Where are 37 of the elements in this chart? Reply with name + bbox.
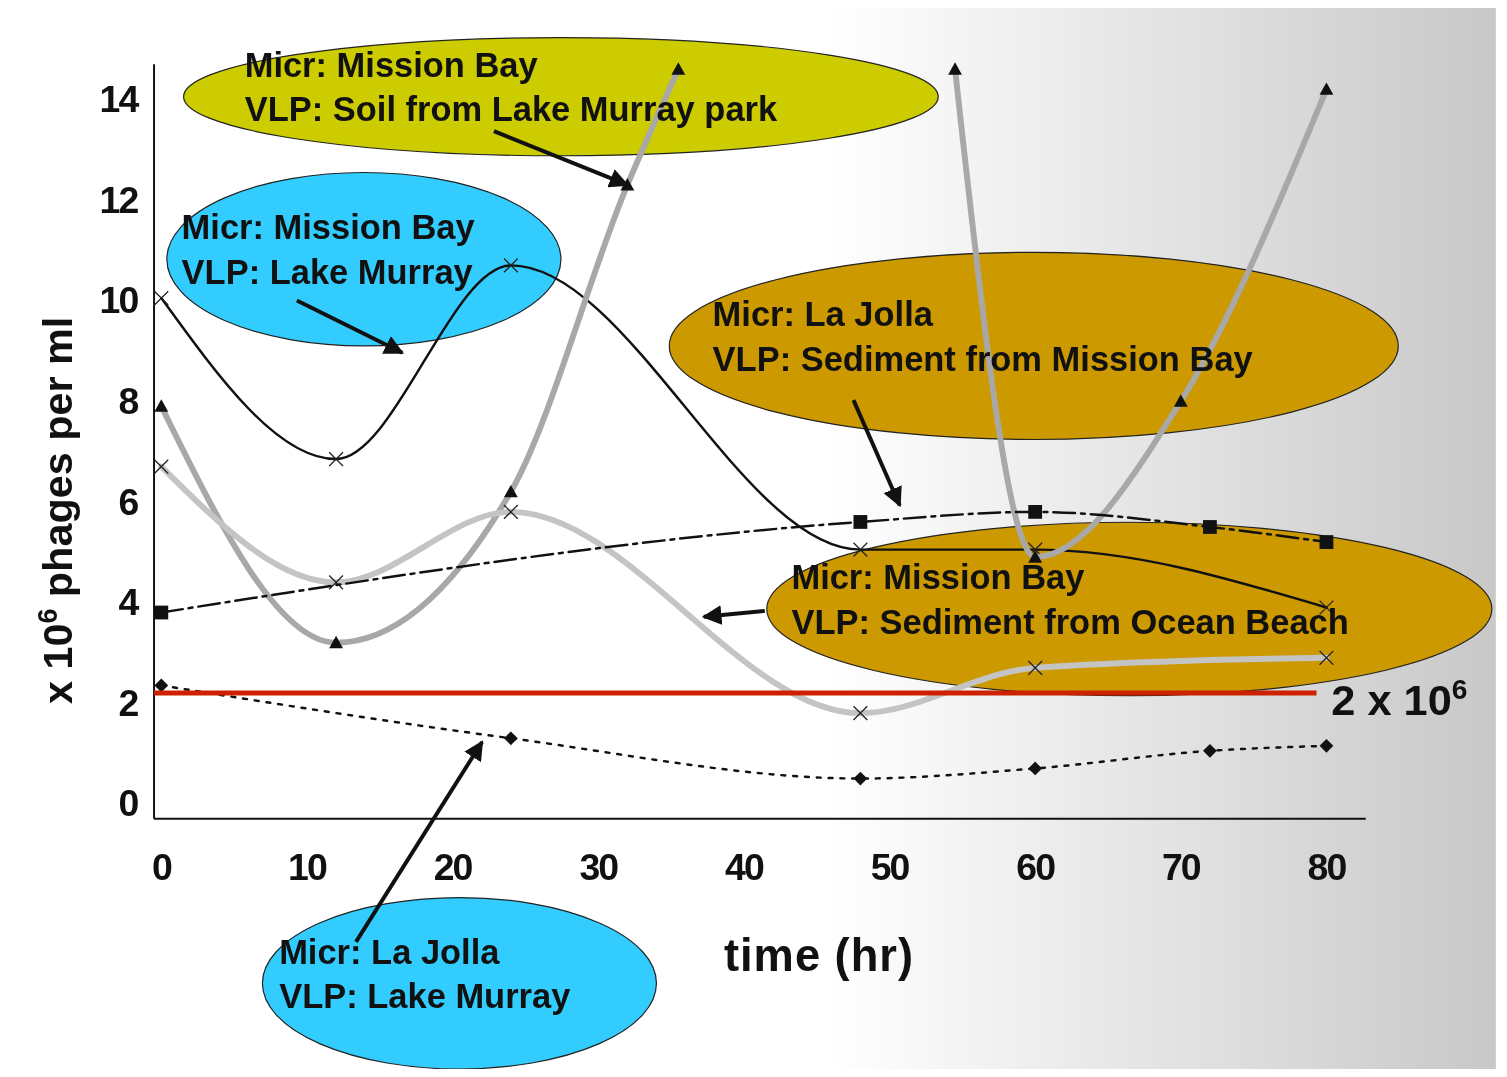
y-tick-label: 0	[118, 782, 139, 825]
point	[503, 731, 518, 746]
text: Micr: La Jolla VLP: Lake Murray	[279, 932, 571, 1015]
x-tick-label: 80	[1307, 845, 1347, 888]
y-tick-label: 4	[118, 581, 140, 624]
point	[853, 515, 868, 529]
annotation: Micr: Mission Bay VLP: Sediment from Ocean Beach	[791, 558, 1349, 641]
annotation: Micr: Mission Bay VLP: Lake Murray	[181, 208, 475, 291]
point	[154, 678, 169, 693]
point	[1027, 542, 1043, 558]
x-tick-label: 60	[1016, 845, 1056, 888]
y-tick-label: 6	[118, 480, 139, 523]
point	[1203, 743, 1217, 758]
x-tick-label: 40	[725, 845, 764, 888]
y-tick-label: 2	[118, 681, 139, 724]
y-tick-label: 12	[99, 178, 139, 221]
point	[1203, 520, 1217, 534]
y-tick-label: 10	[99, 279, 139, 322]
point	[503, 257, 519, 273]
y-tick-label: 14	[99, 78, 140, 121]
point	[1028, 505, 1043, 519]
point	[1319, 738, 1334, 753]
x-tick-label: 50	[870, 845, 910, 888]
point	[1028, 761, 1043, 776]
x-tick-label: 30	[579, 845, 619, 888]
x-tick-label: 0	[151, 845, 172, 888]
x-tick-label: 10	[288, 845, 327, 888]
x-tick-label: 70	[1161, 845, 1201, 888]
x-tick-label: 20	[433, 845, 473, 888]
y-tick-label: 8	[118, 380, 139, 423]
point	[852, 542, 868, 558]
point	[328, 451, 344, 467]
point	[853, 771, 868, 786]
ref-line-label: 2 x 10$^{6}$	[1331, 672, 1468, 724]
point	[154, 605, 169, 620]
point	[1319, 535, 1334, 549]
x-axis-title: time (hr)	[723, 930, 915, 982]
